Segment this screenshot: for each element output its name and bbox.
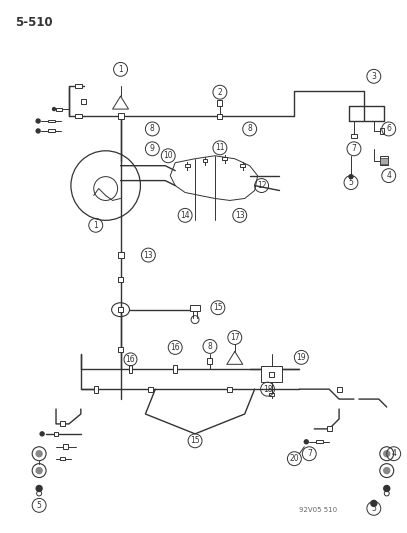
Bar <box>75 84 82 88</box>
Bar <box>222 157 228 160</box>
Text: 92V05 510: 92V05 510 <box>299 507 337 513</box>
Text: 13: 13 <box>235 211 245 220</box>
Circle shape <box>384 467 390 474</box>
Bar <box>48 119 55 123</box>
Bar <box>203 159 208 162</box>
Bar <box>190 305 200 311</box>
Text: 2: 2 <box>217 88 222 96</box>
Text: 4: 4 <box>386 171 391 180</box>
Bar <box>240 164 245 167</box>
Bar <box>228 386 232 392</box>
Bar <box>129 365 133 373</box>
Circle shape <box>36 467 42 474</box>
Bar <box>61 422 66 426</box>
Bar <box>94 386 98 393</box>
Bar <box>217 114 222 118</box>
Bar <box>173 365 177 373</box>
Bar <box>269 393 274 395</box>
Text: 16: 16 <box>171 343 180 352</box>
Circle shape <box>349 175 353 179</box>
Circle shape <box>36 119 40 123</box>
Bar <box>217 100 222 106</box>
Text: 12: 12 <box>257 181 266 190</box>
Bar <box>380 128 384 134</box>
Text: 15: 15 <box>213 303 223 312</box>
Circle shape <box>40 432 44 436</box>
Bar <box>118 277 123 282</box>
Bar <box>260 366 282 382</box>
Bar <box>327 426 332 431</box>
Bar <box>337 386 341 392</box>
Text: 14: 14 <box>180 211 190 220</box>
Text: 7: 7 <box>307 449 312 458</box>
Text: 5: 5 <box>37 501 42 510</box>
Text: 1: 1 <box>93 221 98 230</box>
Bar <box>54 432 59 436</box>
Circle shape <box>384 486 390 491</box>
Text: 10: 10 <box>164 151 173 160</box>
Text: 5: 5 <box>372 504 376 513</box>
Bar <box>118 252 124 258</box>
Text: 5-510: 5-510 <box>15 15 53 29</box>
Circle shape <box>384 451 390 457</box>
Bar <box>351 134 357 138</box>
Text: 19: 19 <box>297 353 306 362</box>
Circle shape <box>36 129 40 133</box>
Text: 18: 18 <box>263 385 272 394</box>
Bar <box>148 386 153 392</box>
Bar <box>118 347 123 352</box>
Bar <box>118 113 124 119</box>
Text: 8: 8 <box>208 342 212 351</box>
Text: 9: 9 <box>150 144 155 154</box>
Bar <box>75 114 82 118</box>
Text: 17: 17 <box>230 333 240 342</box>
Text: 8: 8 <box>247 124 252 133</box>
Circle shape <box>53 108 55 110</box>
Bar <box>185 164 190 167</box>
Text: 6: 6 <box>386 124 391 133</box>
Bar <box>48 130 55 132</box>
Text: 1: 1 <box>118 65 123 74</box>
Circle shape <box>371 500 377 506</box>
Bar <box>63 445 68 449</box>
Circle shape <box>36 486 42 491</box>
Text: 13: 13 <box>144 251 153 260</box>
Text: 11: 11 <box>215 143 225 152</box>
Text: 8: 8 <box>150 124 155 133</box>
Circle shape <box>36 451 42 457</box>
Text: 3: 3 <box>372 72 376 81</box>
Text: 20: 20 <box>289 454 299 463</box>
Bar <box>380 156 388 165</box>
Bar <box>208 358 212 365</box>
Bar <box>269 372 274 377</box>
Bar <box>118 307 123 312</box>
Text: 5: 5 <box>348 178 353 187</box>
Text: 16: 16 <box>126 355 135 364</box>
Bar <box>316 440 323 443</box>
Text: 7: 7 <box>352 144 357 154</box>
Bar <box>380 158 388 164</box>
Text: 15: 15 <box>190 437 200 445</box>
Bar <box>61 457 66 460</box>
Text: 4: 4 <box>391 449 396 458</box>
Bar <box>81 99 86 103</box>
Circle shape <box>304 440 308 444</box>
Bar <box>56 108 62 110</box>
